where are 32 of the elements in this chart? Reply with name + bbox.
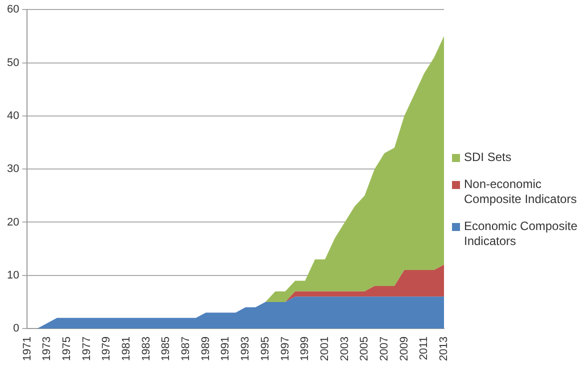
y-tick-label: 30 bbox=[6, 163, 20, 176]
x-tick-label: 1997 bbox=[279, 336, 292, 362]
x-tick-label: 2013 bbox=[438, 336, 450, 362]
x-tick-label: 1979 bbox=[100, 336, 113, 362]
x-tick-label: 2001 bbox=[318, 336, 331, 362]
x-tick-label: 1993 bbox=[240, 336, 252, 362]
x-tick-label: 1973 bbox=[41, 336, 54, 362]
x-tick-label: 1971 bbox=[21, 336, 34, 362]
x-tick-label: 1991 bbox=[220, 336, 232, 362]
legend-label: Economic Composite Indicators bbox=[464, 219, 578, 249]
x-tick-label: 1977 bbox=[80, 336, 93, 362]
y-tick-label: 0 bbox=[13, 322, 20, 335]
y-tick-label: 50 bbox=[6, 56, 20, 69]
x-tick-label: 2003 bbox=[338, 336, 351, 362]
x-tick-label: 1983 bbox=[140, 336, 152, 362]
legend-label: Non-economic Composite Indicators bbox=[464, 177, 578, 207]
y-tick-label: 40 bbox=[6, 110, 20, 122]
x-tick-label: 2011 bbox=[418, 336, 430, 360]
x-tick-label: 1999 bbox=[299, 336, 312, 362]
y-tick-label: 10 bbox=[6, 269, 20, 282]
y-tick-label: 20 bbox=[6, 216, 20, 228]
x-tick-label: 2009 bbox=[398, 336, 410, 362]
x-tick-label: 1985 bbox=[160, 336, 172, 362]
x-tick-label: 1975 bbox=[60, 336, 73, 362]
x-tick-label: 1989 bbox=[200, 336, 212, 362]
y-tick-label: 60 bbox=[6, 4, 20, 16]
x-tick-label: 1995 bbox=[259, 336, 272, 362]
x-tick-label: 1987 bbox=[180, 336, 192, 362]
legend-label: SDI Sets bbox=[464, 150, 512, 165]
x-tick-label: 1981 bbox=[120, 336, 132, 362]
x-tick-label: 2007 bbox=[378, 336, 390, 362]
x-tick-label: 2005 bbox=[358, 336, 371, 362]
